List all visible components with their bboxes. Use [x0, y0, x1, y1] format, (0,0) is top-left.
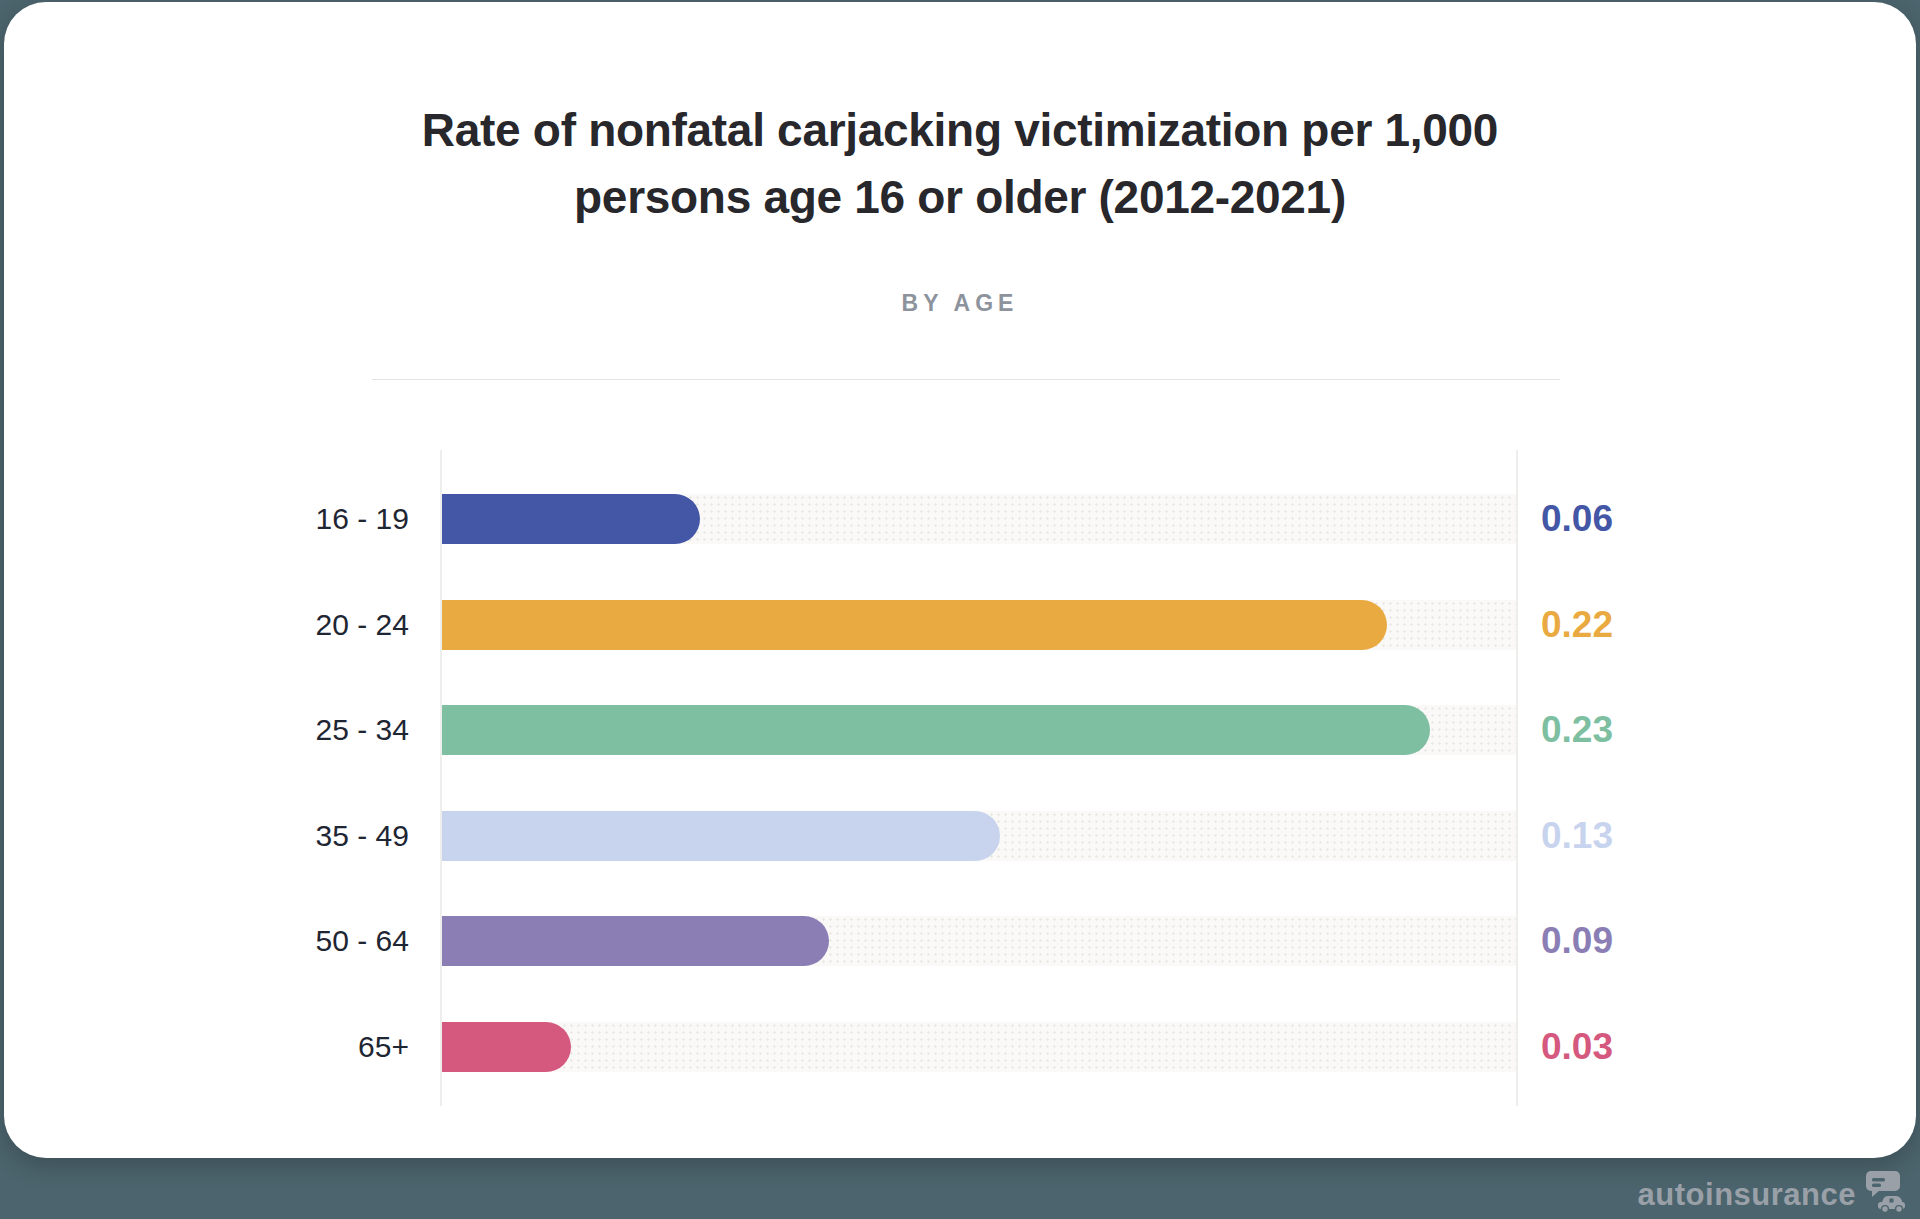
chart-row: 20 - 24 0.22: [4, 600, 1916, 650]
value-label: 0.06: [1541, 498, 1613, 540]
bar-track: [442, 705, 1516, 755]
value-label: 0.13: [1541, 815, 1613, 857]
bar: [442, 811, 1000, 861]
axis-line-right: [1516, 450, 1518, 1106]
category-label: 25 - 34: [184, 713, 409, 747]
category-label: 20 - 24: [184, 608, 409, 642]
chart-card: Rate of nonfatal carjacking victimizatio…: [4, 2, 1916, 1158]
chart-title-line-1: Rate of nonfatal carjacking victimizatio…: [4, 97, 1916, 164]
bar-track: [442, 811, 1516, 861]
chart-title-line-2: persons age 16 or older (2012-2021): [4, 164, 1916, 231]
bar-track: [442, 600, 1516, 650]
category-label: 35 - 49: [184, 819, 409, 853]
chart-title: Rate of nonfatal carjacking victimizatio…: [4, 97, 1916, 231]
bar-track: [442, 1022, 1516, 1072]
car-chat-logo-icon: [1862, 1169, 1906, 1213]
chart-area: 16 - 19 0.06 20 - 24 0.22 25 - 34 0.23 3…: [4, 450, 1916, 1106]
bar: [442, 600, 1387, 650]
screen: Rate of nonfatal carjacking victimizatio…: [0, 0, 1920, 1219]
chart-row: 16 - 19 0.06: [4, 494, 1916, 544]
category-label: 65+: [184, 1030, 409, 1064]
value-label: 0.03: [1541, 1026, 1613, 1068]
chart-row: 25 - 34 0.23: [4, 705, 1916, 755]
bar: [442, 705, 1430, 755]
divider: [372, 379, 1560, 380]
bar: [442, 494, 700, 544]
bar-track: [442, 916, 1516, 966]
bar: [442, 916, 829, 966]
category-label: 50 - 64: [184, 924, 409, 958]
chart-row: 50 - 64 0.09: [4, 916, 1916, 966]
value-label: 0.22: [1541, 604, 1613, 646]
chart-row: 65+ 0.03: [4, 1022, 1916, 1072]
bar-track: [442, 494, 1516, 544]
axis-line-left: [440, 450, 442, 1106]
value-label: 0.23: [1541, 709, 1613, 751]
value-label: 0.09: [1541, 920, 1613, 962]
category-label: 16 - 19: [184, 502, 409, 536]
chart-subtitle: BY AGE: [4, 290, 1916, 317]
bar: [442, 1022, 571, 1072]
watermark: autoinsurance: [1638, 1167, 1906, 1213]
chart-row: 35 - 49 0.13: [4, 811, 1916, 861]
watermark-brand-text: autoinsurance: [1638, 1177, 1856, 1213]
